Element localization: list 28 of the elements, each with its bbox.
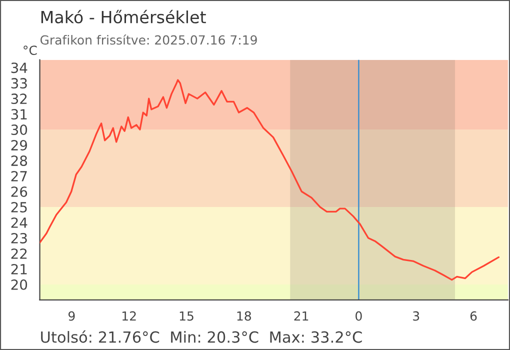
text: Utolsó: 21.76°C Min: 20.3°C Max: 33.2°C [41,330,362,343]
y-tick-label: 31 [11,109,27,120]
y-tick-label: 33 [11,78,27,89]
x-tick-label: 15 [180,311,194,321]
chart-title: Makó - Hőmérséklet [41,10,206,24]
x-tick-label: 18 [237,311,251,321]
y-tick-label: 23 [11,232,27,244]
y-tick-label: 34 [11,62,28,74]
y-tick-label: 21 [11,264,27,274]
y-tick-label: 30 [11,124,28,136]
x-tick-label: 0 [356,311,362,321]
y-tick-label: 25 [11,202,27,212]
x-tick-label: 9 [68,311,75,321]
y-tick-label: 28 [11,156,28,166]
y-tick-label: 29 [11,140,27,151]
y-tick-label: 22 [11,248,27,259]
y-axis-title: °C [24,46,37,56]
y-tick-label: 27 [11,170,27,182]
x-tick-label: 12 [122,311,136,321]
x-tick-label: 3 [413,311,420,321]
y-tick-label: 26 [11,186,28,197]
x-tick-label: 21 [294,311,308,321]
line-series [40,79,500,281]
x-tick-label: 6 [470,311,477,321]
y-tick-label: 32 [11,94,27,104]
chart-subtitle: Grafikon frissítve: 2025.07.16 7:19 [40,34,257,45]
y-tick-label: 24 [11,217,28,228]
y-tick-label: 20 [11,279,28,290]
